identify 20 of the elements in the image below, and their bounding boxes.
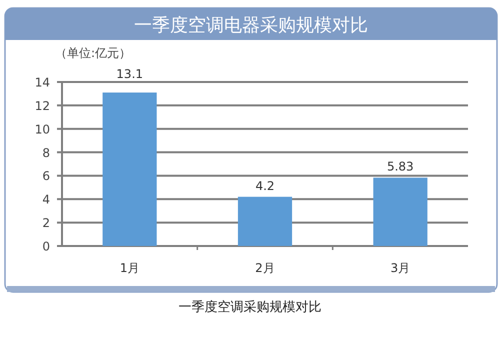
data-label: 5.83 [386,160,414,174]
bar [373,178,428,246]
y-axis-title: （单位:亿元） [55,46,132,60]
bar [238,196,292,246]
bar [102,92,157,246]
y-tick-label: 14 [34,76,50,90]
y-tick-label: 12 [34,98,50,113]
text: 一季度空调采购规模对比 [178,299,322,315]
y-tick-label: 2 [42,216,50,230]
y-tick-label: 0 [42,240,50,254]
chart-title: 一季度空调电器采购规模对比 [134,15,368,36]
y-tick-label: 8 [42,146,50,160]
x-tick-label: 3月 [390,261,410,275]
y-tick-label: 6 [42,169,50,184]
y-tick-label: 10 [34,122,50,136]
x-tick-label: 2月 [255,261,275,275]
data-label: 4.2 [255,178,275,193]
y-tick-label: 4 [42,192,50,207]
x-tick-label: 1月 [120,261,140,275]
data-label: 13.1 [116,67,144,81]
